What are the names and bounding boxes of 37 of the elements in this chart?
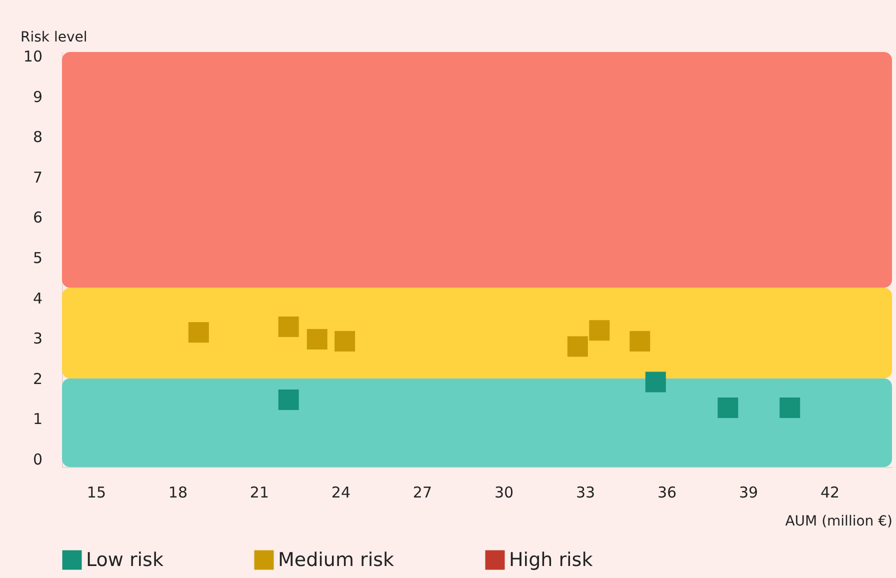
point	[589, 320, 610, 341]
y-tick-label: 4	[32, 289, 42, 308]
legend-label: High risk	[509, 549, 593, 571]
point	[630, 331, 650, 352]
point	[645, 372, 666, 392]
x-tick-label: 30	[494, 484, 514, 502]
y-tick-label: 2	[32, 370, 42, 388]
y-tick-label: 0	[32, 450, 42, 468]
x-tick-label: 33	[576, 484, 596, 502]
y-tick-label: 3	[32, 330, 42, 348]
x-tick-label: 24	[331, 484, 351, 502]
x-tick-label: 27	[412, 484, 432, 502]
x-tick-label: 36	[657, 484, 677, 502]
y-tick-label: 8	[32, 128, 42, 146]
legend-label: Medium risk	[278, 549, 394, 571]
legend-label: Low risk	[86, 549, 164, 571]
y-tick-label: 10	[23, 48, 42, 66]
x-tick-label: 39	[738, 484, 758, 502]
point	[278, 316, 299, 338]
point	[306, 329, 328, 350]
x-axis-title: AUM (million €)	[785, 514, 892, 530]
x-tick-label: 18	[168, 484, 188, 502]
y-tick-label: 1	[32, 410, 42, 428]
point	[567, 336, 588, 357]
y-tick-label: 6	[32, 208, 42, 227]
y-tick-label: 7	[32, 168, 42, 186]
point	[188, 322, 209, 343]
x-tick-label: 15	[86, 484, 106, 502]
x-tick-label: 42	[820, 484, 840, 502]
x-tick-label: 21	[250, 484, 270, 502]
y-tick-label: 9	[32, 88, 42, 106]
point	[334, 331, 356, 352]
y-tick-label: 5	[32, 248, 42, 267]
point	[718, 398, 738, 418]
point	[780, 398, 800, 418]
point	[278, 389, 299, 410]
y-axis-title: Risk level	[20, 30, 88, 46]
